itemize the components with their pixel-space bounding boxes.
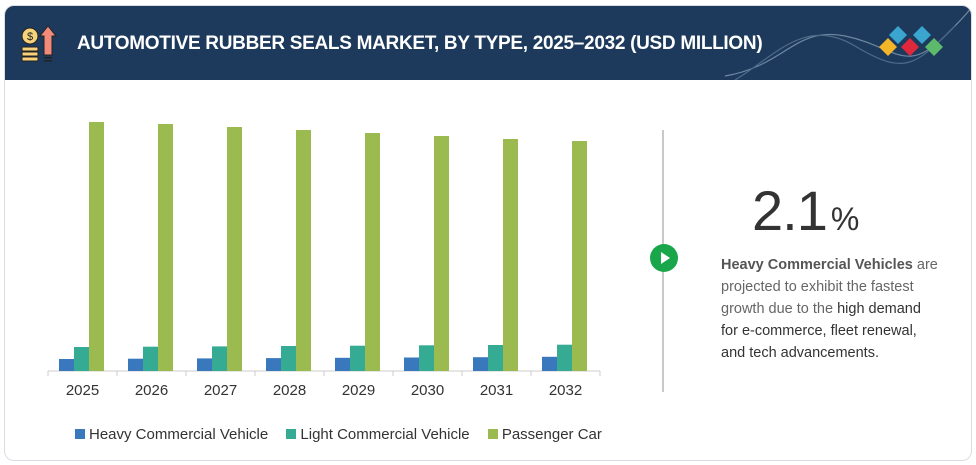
chart-title: AUTOMOTIVE RUBBER SEALS MARKET, BY TYPE,… [77,33,763,54]
play-icon [650,244,678,272]
x-tick-label: 2030 [411,382,444,399]
x-tick-label: 2026 [135,382,168,399]
bar-heavy-commercial-vehicle [59,359,74,371]
legend-label: Passenger Car [501,426,602,443]
bar-passenger-car [227,127,242,371]
bar-heavy-commercial-vehicle [266,358,281,371]
bar-chart: 2025 2026 2027 2028 2029 2030 2031 2032 [47,122,601,399]
bar-passenger-car [434,136,449,371]
bar-light-commercial-vehicle [557,344,572,371]
bar-heavy-commercial-vehicle [404,357,419,371]
x-tick-label: 2032 [549,382,582,399]
legend-item: Heavy Commercial Vehicle [75,426,268,443]
svg-text:$: $ [27,31,33,43]
bar-heavy-commercial-vehicle [128,358,143,371]
x-tick-label: 2027 [204,382,237,399]
bar-light-commercial-vehicle [212,346,227,371]
x-tick-label: 2031 [480,382,513,399]
bar-passenger-car [89,122,104,371]
callout-text-2: high demand for e-commerce, fleet renewa… [721,301,921,361]
bar-light-commercial-vehicle [350,345,365,371]
bar-passenger-car [296,130,311,371]
bar-light-commercial-vehicle [419,345,434,371]
bar-heavy-commercial-vehicle [335,357,350,371]
callout-text-1: are projected to exhibit the fastest gro… [721,257,938,317]
callout-highlight: Heavy Commercial Vehicles [721,257,913,273]
money-growth-icon: $ [21,25,58,62]
cagr-value: 2.1% [752,178,859,243]
bar-passenger-car [365,133,380,371]
x-tick-label: 2025 [66,382,99,399]
bar-light-commercial-vehicle [488,345,503,371]
bar-light-commercial-vehicle [74,347,89,371]
header-banner: $ AUTOMOTIVE RUBBER SEALS MARKET, BY TYP… [5,6,971,80]
callout-text: Heavy Commercial Vehicles are projected … [721,254,941,364]
legend-swatch [75,429,85,439]
bar-heavy-commercial-vehicle [197,358,212,371]
legend-item: Light Commercial Vehicle [286,426,470,443]
legend-swatch [487,429,498,439]
x-tick-label: 2028 [273,382,306,399]
cagr-unit: % [830,201,859,237]
bar-light-commercial-vehicle [143,346,158,371]
legend-swatch [286,429,297,439]
bar-heavy-commercial-vehicle [542,356,557,371]
x-tick-label: 2029 [342,382,375,399]
legend-item: Passenger Car [487,426,602,443]
legend-label: Heavy Commercial Vehicle [89,426,269,443]
bar-passenger-car [158,124,173,371]
bar-light-commercial-vehicle [281,346,296,371]
bar-heavy-commercial-vehicle [473,357,488,371]
chart-legend: Heavy Commercial Vehicle Light Commercia… [75,426,616,443]
legend-label: Light Commercial Vehicle [300,426,470,443]
cagr-number: 2.1 [752,179,828,242]
brand-logo [879,26,943,56]
bar-passenger-car [503,139,518,371]
bar-passenger-car [572,141,587,371]
infographic-card: $ AUTOMOTIVE RUBBER SEALS MARKET, BY TYP… [4,5,972,461]
